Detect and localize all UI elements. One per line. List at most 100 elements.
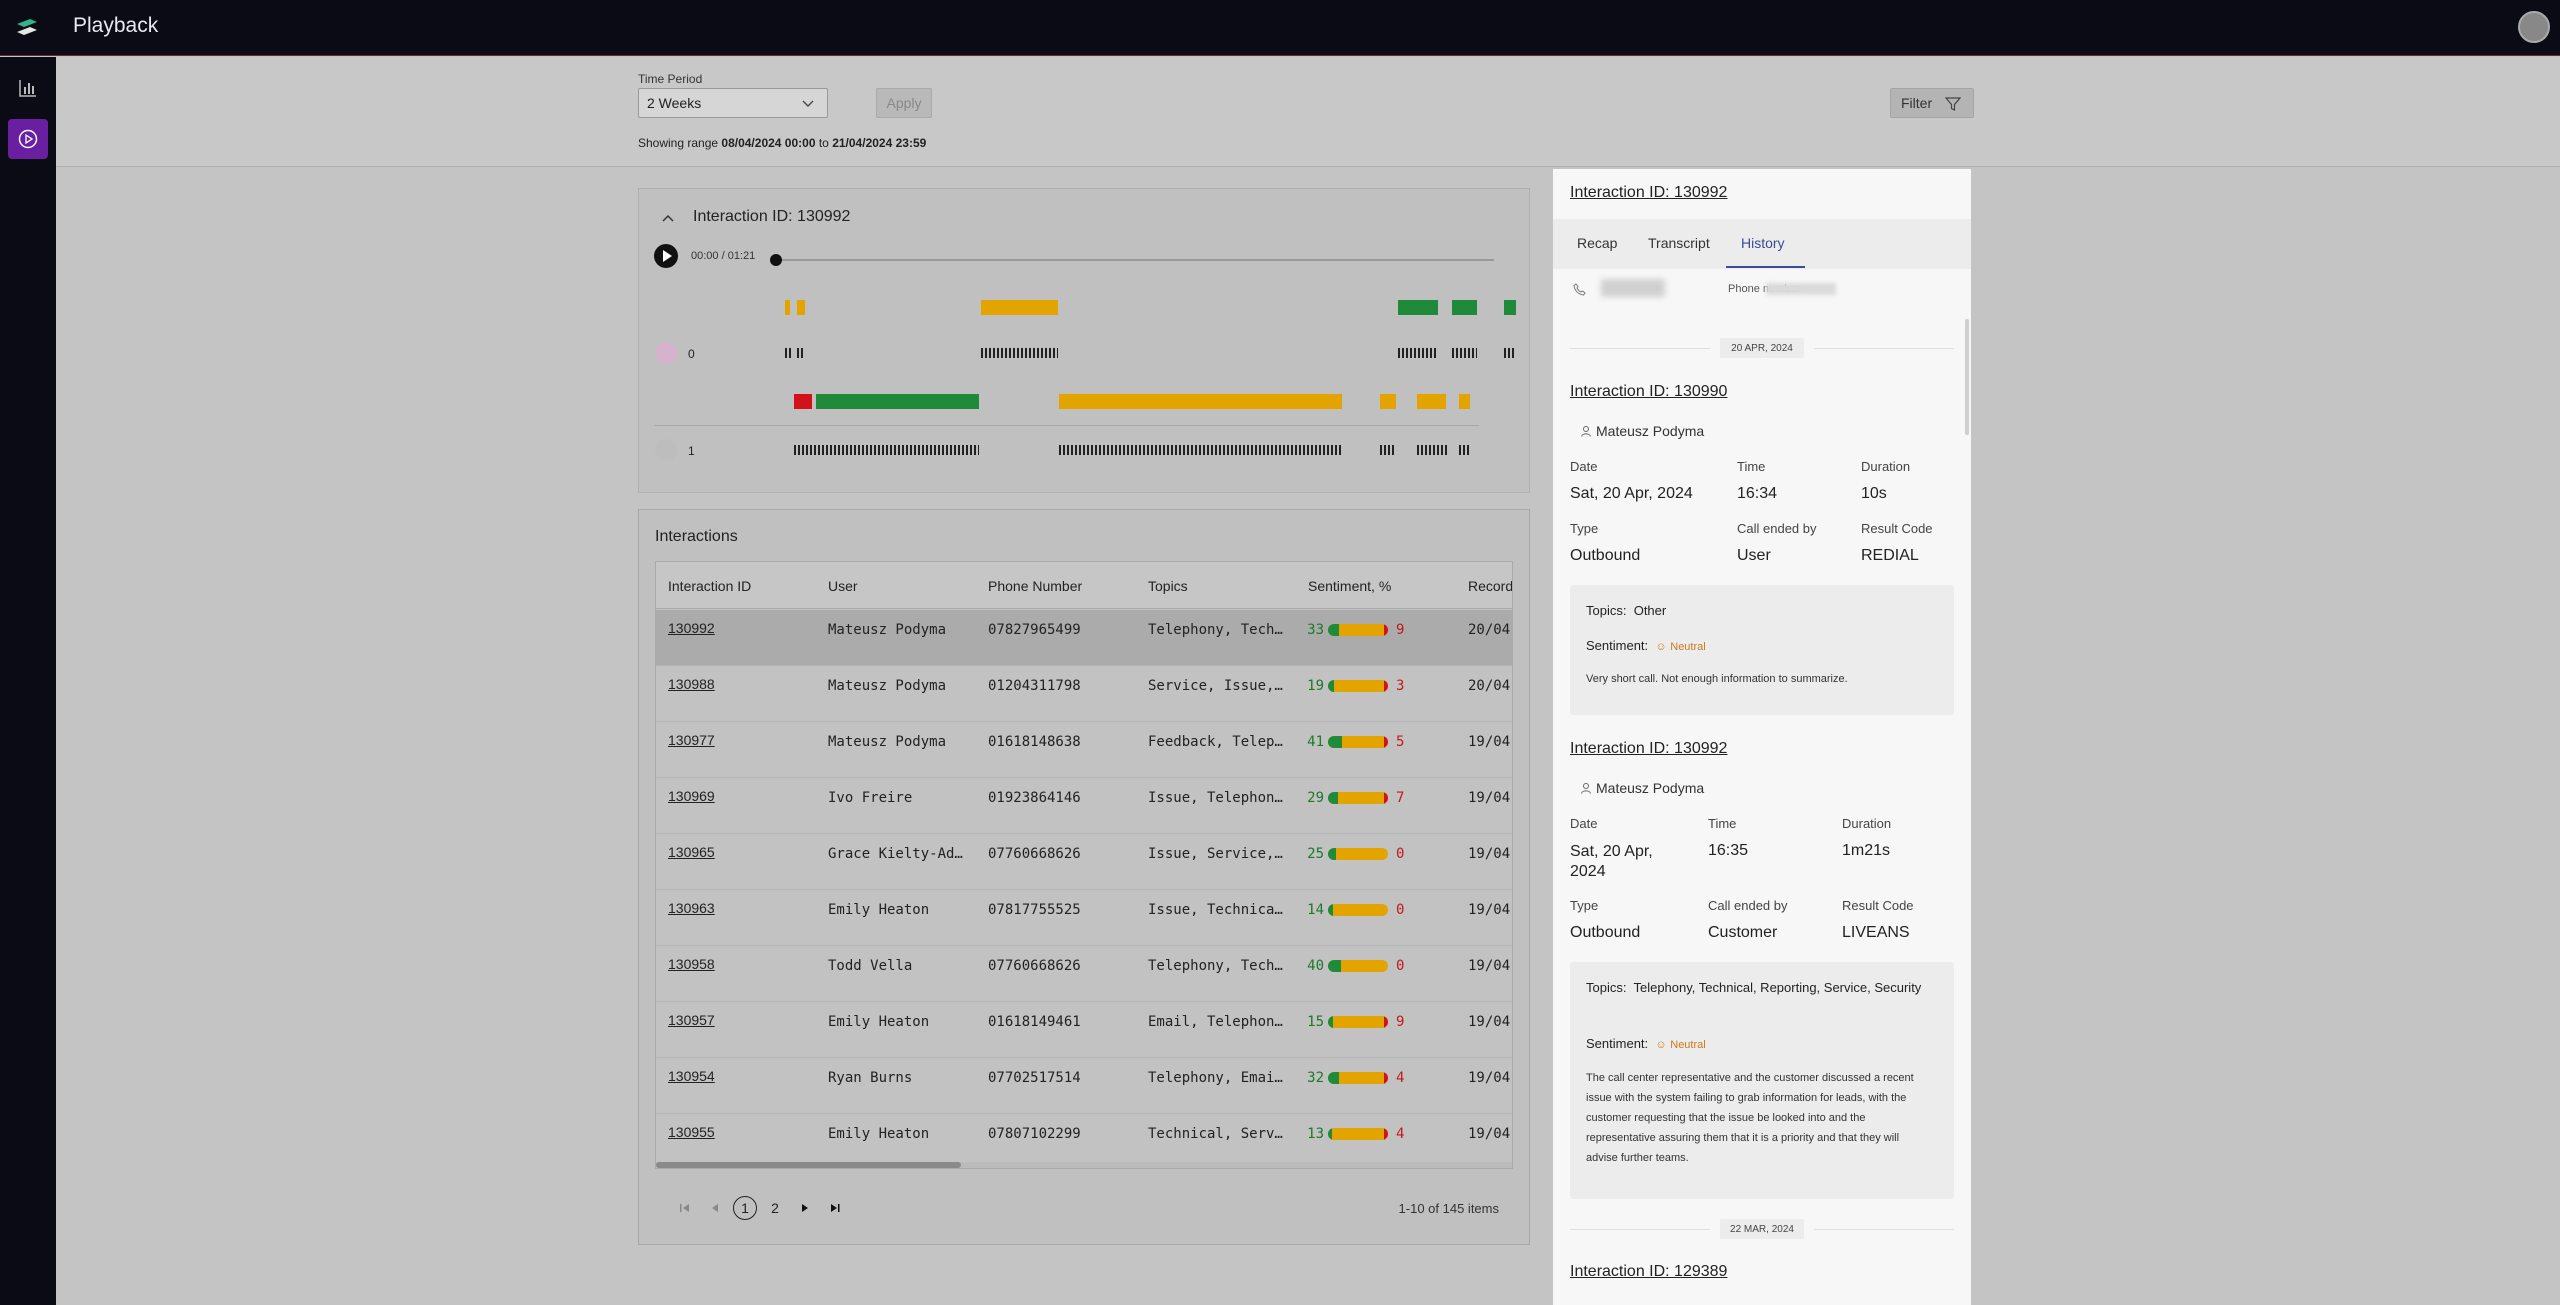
sentiment-positive: 19 bbox=[1307, 678, 1324, 694]
prev-page-button[interactable] bbox=[703, 1196, 727, 1220]
table-row[interactable]: 130992 Mateusz Podyma 07827965499 Telephony… bbox=[656, 610, 1512, 666]
user-cell: Emily Heaton bbox=[828, 1126, 930, 1142]
scrollbar-thumb[interactable] bbox=[656, 1162, 961, 1168]
tab-recap[interactable]: Recap bbox=[1577, 235, 1618, 251]
sentiment-positive-fill bbox=[1328, 1128, 1332, 1140]
summary-box: Topics: Telephony, Technical, Reporting,… bbox=[1570, 962, 1954, 1199]
summary-text: The call center representative and the c… bbox=[1586, 1072, 1914, 1164]
table-row[interactable]: 130958 Todd Vella 07760668626 Telephony, Te… bbox=[656, 946, 1512, 1002]
record-cell: 19/04 bbox=[1468, 846, 1511, 862]
record-cell: 19/04 bbox=[1468, 1126, 1511, 1142]
table-row[interactable]: 130977 Mateusz Podyma 01618148638 Feedback,… bbox=[656, 722, 1512, 778]
sentiment-positive: 41 bbox=[1307, 734, 1324, 750]
last-page-button[interactable] bbox=[823, 1196, 847, 1220]
col-user[interactable]: User bbox=[828, 578, 858, 594]
time-period-select[interactable]: 2 Weeks bbox=[638, 88, 828, 118]
apply-button[interactable]: Apply bbox=[876, 88, 932, 118]
col-topics[interactable]: Topics bbox=[1148, 578, 1188, 594]
main-content: Time Period 2 Weeks Apply Filter Showing… bbox=[56, 57, 2560, 1305]
waveform bbox=[1380, 445, 1396, 455]
interaction-id-link[interactable]: 130988 bbox=[668, 676, 715, 692]
history-user-name: Mateusz Podyma bbox=[1596, 780, 1705, 796]
speaker-label: 0 bbox=[688, 347, 695, 361]
table-row[interactable]: 130954 Ryan Burns 07702517514 Telephony, Em… bbox=[656, 1058, 1512, 1114]
interaction-id-link[interactable]: 130992 bbox=[668, 620, 715, 636]
filter-button[interactable]: Filter bbox=[1890, 88, 1974, 118]
date-separator-text: 20 APR, 2024 bbox=[1720, 338, 1804, 358]
interaction-id-link[interactable]: 130965 bbox=[668, 844, 715, 860]
sentiment-segment bbox=[981, 300, 1058, 315]
table-row[interactable]: 130969 Ivo Freire 01923864146 Issue, Teleph… bbox=[656, 778, 1512, 834]
summary-sentiment: Sentiment: ☺ Neutral bbox=[1586, 1036, 1706, 1051]
phone-cell: 07760668626 bbox=[988, 958, 1081, 974]
detail-title-link[interactable]: Interaction ID: 130992 bbox=[1570, 184, 1728, 201]
nav-analytics[interactable] bbox=[8, 68, 48, 108]
waveform bbox=[1417, 445, 1449, 455]
waveform bbox=[1459, 445, 1470, 455]
progress-knob[interactable] bbox=[770, 254, 782, 266]
user-cell: Todd Vella bbox=[828, 958, 913, 974]
result-code-value: REDIAL bbox=[1861, 547, 1919, 564]
history-interaction-link[interactable]: Interaction ID: 130992 bbox=[1570, 740, 1728, 757]
play-button[interactable] bbox=[654, 244, 678, 268]
nav-playback[interactable] bbox=[8, 119, 48, 159]
table-row[interactable]: 130955 Emily Heaton 07807102299 Technical, … bbox=[656, 1114, 1512, 1168]
app-logo-icon[interactable] bbox=[14, 15, 40, 41]
summary-text: Very short call. Not enough information … bbox=[1586, 673, 1848, 685]
interaction-id-link[interactable]: 130977 bbox=[668, 732, 715, 748]
horizontal-scrollbar[interactable] bbox=[656, 1162, 1512, 1168]
bar-chart-icon bbox=[19, 80, 36, 97]
col-record[interactable]: Record bbox=[1468, 578, 1513, 594]
sentiment-bar bbox=[1328, 960, 1388, 972]
sentiment-negative: 9 bbox=[1396, 1014, 1405, 1030]
next-page-button[interactable] bbox=[793, 1196, 817, 1220]
player-time: 00:00 / 01:21 bbox=[691, 250, 756, 262]
phone-cell: 01618149461 bbox=[988, 1014, 1081, 1030]
table-row[interactable]: 130965 Grace Kielty-Ad… 07760668626 Issue, … bbox=[656, 834, 1512, 890]
sentiment-bar bbox=[1328, 1128, 1388, 1140]
history-interaction-link[interactable]: Interaction ID: 129389 bbox=[1570, 1263, 1728, 1280]
side-nav bbox=[0, 57, 56, 1305]
time-label: Time bbox=[1737, 459, 1766, 474]
sentiment-positive: 29 bbox=[1307, 790, 1324, 806]
range-to: to bbox=[818, 136, 829, 150]
phone-cell: 07807102299 bbox=[988, 1126, 1081, 1142]
col-phone[interactable]: Phone Number bbox=[988, 578, 1083, 594]
interaction-id-link[interactable]: 130958 bbox=[668, 956, 715, 972]
interaction-id-link[interactable]: 130955 bbox=[668, 1124, 715, 1140]
user-avatar[interactable] bbox=[2518, 11, 2550, 43]
interactions-table: Interaction ID User Phone Number Topics … bbox=[655, 561, 1513, 1169]
caller-bar: Phone number: bbox=[1553, 269, 1971, 313]
sentiment-segment bbox=[1459, 394, 1470, 409]
table-row[interactable]: 130988 Mateusz Podyma 01204311798 Service, … bbox=[656, 666, 1512, 722]
col-sentiment[interactable]: Sentiment, % bbox=[1308, 578, 1392, 594]
tab-history[interactable]: History bbox=[1741, 235, 1785, 251]
history-interaction-link[interactable]: Interaction ID: 130990 bbox=[1570, 383, 1728, 400]
vertical-scrollbar[interactable] bbox=[1965, 319, 1969, 435]
time-value: 16:34 bbox=[1737, 485, 1778, 502]
progress-track[interactable] bbox=[774, 259, 1494, 261]
first-page-button[interactable] bbox=[673, 1196, 697, 1220]
interaction-id-link[interactable]: 130963 bbox=[668, 900, 715, 916]
page-2-button[interactable]: 2 bbox=[771, 1200, 779, 1216]
sentiment-positive: 25 bbox=[1307, 846, 1324, 862]
duration-label: Duration bbox=[1861, 459, 1911, 474]
interaction-id-link[interactable]: 130957 bbox=[668, 1012, 715, 1028]
speaker-customer-icon bbox=[655, 439, 677, 461]
record-cell: 19/04 bbox=[1468, 1070, 1511, 1086]
interaction-id-link[interactable]: 130954 bbox=[668, 1068, 715, 1084]
col-interaction-id[interactable]: Interaction ID bbox=[668, 578, 752, 594]
audio-player-panel: Interaction ID: 130992 00:00 / 01:21 0 1 bbox=[638, 188, 1530, 522]
sentiment-bar bbox=[1328, 848, 1388, 860]
interactions-title: Interactions bbox=[655, 528, 738, 545]
sentiment-negative-fill bbox=[1384, 1016, 1388, 1028]
tab-transcript[interactable]: Transcript bbox=[1648, 235, 1710, 251]
table-row[interactable]: 130957 Emily Heaton 01618149461 Email, Tele… bbox=[656, 1002, 1512, 1058]
page-1-button[interactable]: 1 bbox=[733, 1196, 757, 1220]
topics-label: Topics: bbox=[1586, 603, 1627, 618]
sentiment-bar bbox=[1328, 624, 1388, 636]
table-row[interactable]: 130963 Emily Heaton 07817755525 Issue, Tech… bbox=[656, 890, 1512, 946]
interaction-id-link[interactable]: 130969 bbox=[668, 788, 715, 804]
chevron-up-icon[interactable] bbox=[661, 211, 675, 225]
time-value: 16:35 bbox=[1708, 842, 1749, 859]
